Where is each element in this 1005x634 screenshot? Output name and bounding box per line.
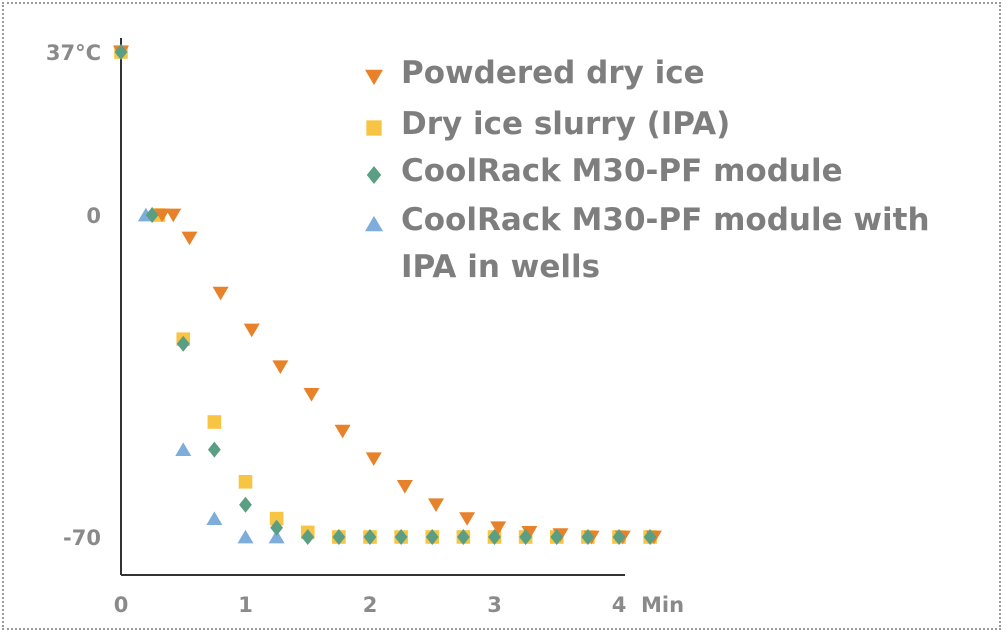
data-point [332, 529, 346, 545]
data-point [165, 208, 182, 223]
y-tick-label: 37°C [46, 41, 101, 65]
data-point [427, 498, 444, 512]
legend-marker [365, 69, 383, 86]
data-point [237, 529, 254, 544]
legend: Powdered dry ice Dry ice slurry (IPA) Cool… [365, 55, 930, 285]
data-point [612, 529, 626, 545]
x-tick-labels: 0 1 2 3 4 [114, 593, 627, 617]
data-point [365, 452, 382, 466]
y-tick-labels: 37°C 0 -70 [46, 41, 101, 550]
data-point [243, 323, 260, 338]
data-point [488, 529, 501, 545]
data-point [550, 529, 564, 545]
data-point [269, 511, 284, 526]
data-point [114, 44, 128, 60]
legend-label: CoolRack M30-PF module [401, 153, 843, 189]
data-point [212, 286, 229, 301]
x-tick-label: 2 [363, 593, 378, 617]
data-point [425, 529, 439, 545]
data-point [394, 529, 408, 545]
legend-marker [365, 215, 383, 232]
x-tick-label: 1 [238, 593, 253, 617]
legend-label: CoolRack M30-PF module with [401, 202, 930, 238]
data-point [459, 512, 476, 526]
data-markers [113, 44, 662, 545]
data-point [268, 529, 285, 544]
data-point [270, 519, 284, 536]
data-point [519, 529, 533, 545]
data-point [176, 335, 190, 352]
data-point [239, 496, 252, 513]
data-point [206, 511, 223, 525]
legend-marker [366, 166, 382, 184]
y-tick-label: 0 [86, 204, 101, 228]
data-point [207, 415, 222, 429]
data-point [181, 231, 198, 246]
data-point [154, 208, 171, 223]
x-tick-label: 0 [114, 593, 129, 617]
data-point [334, 424, 351, 439]
data-point [456, 529, 470, 545]
data-point [643, 529, 657, 545]
x-tick-label: 4 [612, 593, 627, 617]
data-point [363, 529, 377, 545]
legend-label: IPA in wells [401, 249, 600, 285]
data-point [175, 442, 192, 456]
legend-marker [366, 120, 382, 136]
x-tick-label: 3 [487, 593, 502, 617]
data-point [301, 529, 315, 545]
legend-label: Dry ice slurry (IPA) [401, 106, 730, 142]
data-point [303, 388, 320, 402]
data-point [207, 441, 221, 458]
data-point [581, 529, 595, 545]
legend-label: Powdered dry ice [401, 55, 705, 91]
data-point [238, 475, 253, 489]
data-point [145, 207, 159, 223]
x-axis-label: Min [641, 593, 684, 617]
data-point [490, 521, 507, 535]
data-point [272, 360, 289, 374]
data-point [396, 480, 413, 494]
y-tick-label: -70 [63, 526, 101, 550]
